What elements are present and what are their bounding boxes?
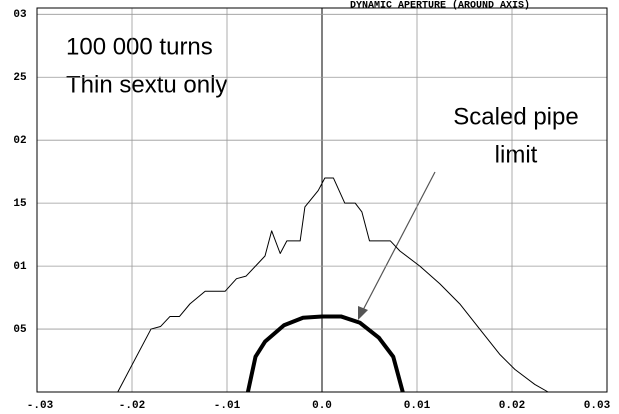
x-tick-label: -.02 bbox=[119, 400, 145, 412]
series-line bbox=[117, 177, 549, 393]
annotation: 100 000 turns bbox=[66, 33, 213, 60]
chart-title: DYNAMIC APERTURE (AROUND AXIS) bbox=[350, 0, 530, 12]
x-tick-label: -.01 bbox=[214, 400, 241, 412]
arrow bbox=[361, 171, 436, 313]
y-tick-label: 25 bbox=[13, 72, 27, 84]
y-tick-label: 03 bbox=[13, 9, 27, 21]
x-tick-label: 0.03 bbox=[584, 400, 611, 412]
x-tick-label: 0.01 bbox=[404, 400, 431, 412]
x-tick-label: 0.0 bbox=[312, 400, 332, 412]
annotation: limit bbox=[495, 141, 538, 168]
series-line bbox=[245, 314, 405, 393]
arrow-head bbox=[358, 306, 368, 320]
plot-frame bbox=[36, 7, 608, 393]
annotation: Scaled pipe bbox=[453, 103, 578, 130]
y-tick-label: 01 bbox=[13, 261, 27, 273]
x-tick-label: 0.02 bbox=[499, 400, 525, 412]
x-tick-label: -.03 bbox=[27, 400, 54, 412]
y-tick-label: 02 bbox=[13, 135, 26, 147]
annotation: Thin sextu only bbox=[66, 71, 227, 98]
y-tick-label: 05 bbox=[13, 324, 27, 336]
y-tick-label: 15 bbox=[13, 198, 27, 210]
